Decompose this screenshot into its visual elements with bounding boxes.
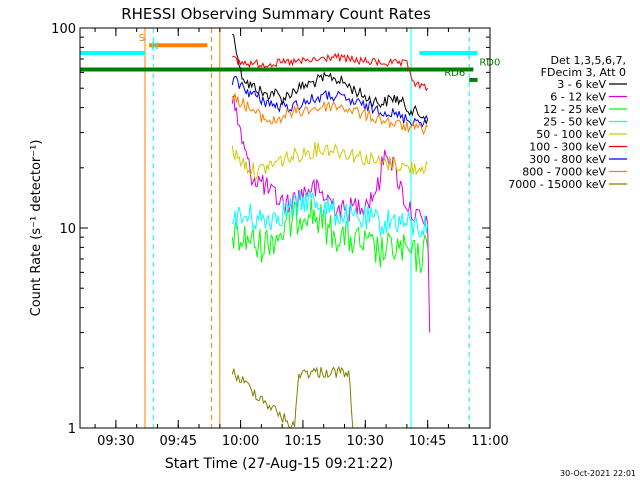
x-tick-label: 10:45 xyxy=(409,434,446,449)
flag-bar-label: RD6 xyxy=(444,68,465,79)
flag-bar-label: S xyxy=(139,33,145,44)
legend-label: 3 - 6 keV xyxy=(557,78,606,91)
plot-date-footer: 30-Oct-2021 22:01 xyxy=(560,469,636,478)
plot-frame xyxy=(79,27,491,429)
legend-label: 12 - 25 keV xyxy=(543,103,606,116)
y-tick-label: 100 xyxy=(51,22,76,37)
flag-bar-label: N xyxy=(151,41,158,52)
series-line xyxy=(232,52,428,92)
series-line xyxy=(231,93,429,136)
legend-label: 100 - 300 keV xyxy=(529,141,606,154)
y-tick-label: 10 xyxy=(59,222,76,237)
series-line xyxy=(231,141,428,181)
legend-label: 7000 - 15000 keV xyxy=(508,178,606,191)
series-line xyxy=(231,75,429,128)
legend: Det 1,3,5,6,7,FDecim 3, Att 03 - 6 keV6 … xyxy=(508,54,627,191)
series-line xyxy=(231,190,429,238)
legend-label: 800 - 7000 keV xyxy=(522,166,606,179)
legend-label: 6 - 12 keV xyxy=(550,91,606,104)
x-tick-label: 11:00 xyxy=(471,434,508,449)
y-tick-label: 1 xyxy=(68,422,76,437)
legend-label: 50 - 100 keV xyxy=(536,128,606,141)
plot-border xyxy=(79,27,491,429)
legend-header: FDecim 3, Att 0 xyxy=(541,66,626,79)
legend-label: 25 - 50 keV xyxy=(543,116,606,129)
y-axis-label: Count Rate (s⁻¹ detector⁻¹) xyxy=(29,140,44,317)
axes: 09:30 09:45 10:00 10:15 10:30 10:45 11:00 1 10 10… xyxy=(51,22,509,449)
legend-label: 300 - 800 keV xyxy=(529,153,606,166)
x-tick-label: 10:15 xyxy=(284,434,321,449)
series-line xyxy=(231,198,429,273)
event-markers xyxy=(79,28,470,428)
x-tick-label: 10:30 xyxy=(347,434,384,449)
series-lines xyxy=(231,33,431,428)
legend-header: Det 1,3,5,6,7, xyxy=(550,54,626,67)
x-tick-label: 10:00 xyxy=(222,434,259,449)
series-line xyxy=(231,366,354,428)
x-axis-label: Start Time (27-Aug-15 09:21:22) xyxy=(165,456,393,472)
chart-title: RHESSI Observing Summary Count Rates xyxy=(121,5,431,23)
x-tick-label: 09:30 xyxy=(97,434,134,449)
series-line xyxy=(232,33,429,125)
x-tick-label: 09:45 xyxy=(160,434,197,449)
series-line xyxy=(231,95,431,333)
